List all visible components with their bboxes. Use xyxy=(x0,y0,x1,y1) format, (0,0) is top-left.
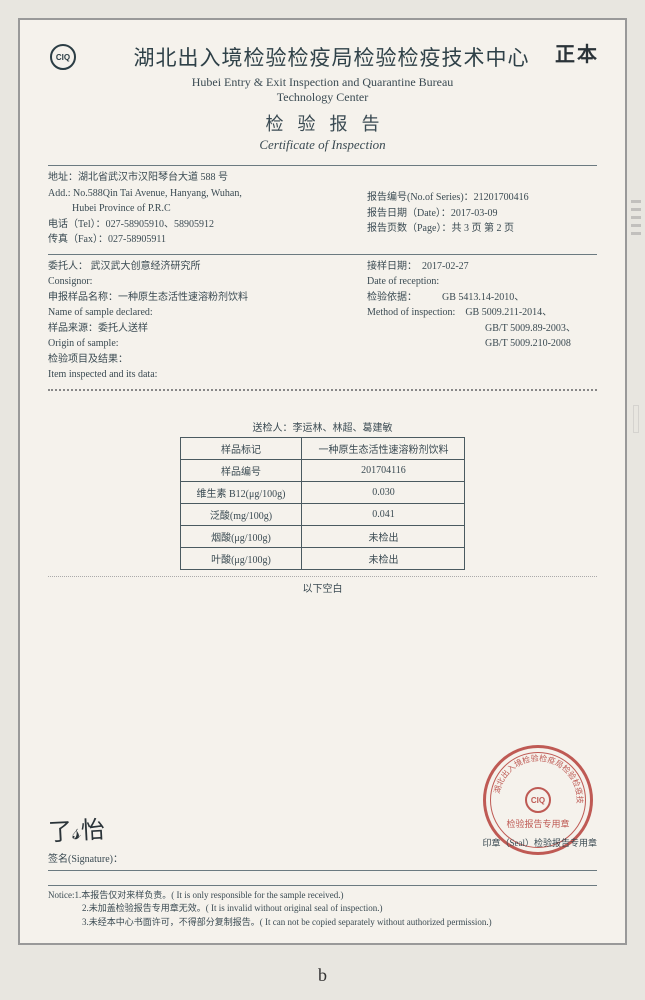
original-stamp: 正本 xyxy=(555,38,599,67)
sample-info-right: 接样日期： 2017-02-27 Date of reception: 检验依据… xyxy=(367,259,597,383)
items-en: Item inspected and its data: xyxy=(48,367,367,383)
origin-en: Origin of sample: xyxy=(48,336,367,352)
table-row: 泛酸(mg/100g)0.041 xyxy=(180,503,465,525)
submitter: 送检人：李运林、林超、葛建敏 xyxy=(48,419,597,434)
series-row: 报告编号(No.of Series)：21201700416 xyxy=(367,190,597,206)
method-row: 检验依据： GB 5413.14-2010、 xyxy=(367,290,597,306)
page-row: 报告页数（Page）：共 3 页 第 2 页 xyxy=(367,221,597,237)
certificate-page: CIQ 正本 湖北出入境检验检疫局检验检疫技术中心 Hubei Entry & … xyxy=(18,18,627,945)
org-title-en2: Technology Center xyxy=(48,90,597,105)
signature-label: 签名(Signature)： xyxy=(48,854,123,865)
table-row: 样品标记一种原生态活性速溶粉剂饮料 xyxy=(180,437,465,459)
results-area: 送检人：李运林、林超、葛建敏 样品标记一种原生态活性速溶粉剂饮料 样品编号201… xyxy=(48,419,597,595)
table-row: 叶酸(μg/100g)未检出 xyxy=(180,547,465,569)
cell-value: 未检出 xyxy=(302,547,465,569)
sample-decl-cn: 申报样品名称：一种原生态活性速溶粉剂饮料 xyxy=(48,290,367,306)
handwritten-signature: 了𝓈怡 xyxy=(47,810,106,848)
seal-ciq: CIQ xyxy=(525,787,551,813)
cell-value: 一种原生态活性速溶粉剂饮料 xyxy=(302,437,465,459)
seal-label-text: 印章（Seal）检验报告专用章 xyxy=(483,836,598,849)
cell-value: 0.041 xyxy=(302,503,465,525)
org-title-cn: 湖北出入境检验检疫局检验检疫技术中心 xyxy=(66,42,597,72)
address-block: 地址：湖北省武汉市汉阳琴台大道 588 号 Add.: No.588Qin Ta… xyxy=(48,165,597,255)
address-right: 报告编号(No.of Series)：21201700416 报告日期（Date… xyxy=(367,170,597,248)
scan-artifact-icon xyxy=(633,405,639,433)
cell-label: 样品标记 xyxy=(180,437,302,459)
figure-label: b xyxy=(0,965,645,986)
results-table: 样品标记一种原生态活性速溶粉剂饮料 样品编号201704116 维生素 B12(… xyxy=(180,437,466,570)
recv-date-en: Date of reception: xyxy=(367,274,597,290)
addr-cn: 地址：湖北省武汉市汉阳琴台大道 588 号 xyxy=(48,170,367,186)
fax: 传真（Fax）：027-58905911 xyxy=(48,232,367,248)
table-row: 维生素 B12(μg/100g)0.030 xyxy=(180,481,465,503)
cell-label: 烟酸(μg/100g) xyxy=(180,525,302,547)
address-left: 地址：湖北省武汉市汉阳琴台大道 588 号 Add.: No.588Qin Ta… xyxy=(48,170,367,248)
sample-decl-en: Name of sample declared: xyxy=(48,305,367,321)
cell-value: 0.030 xyxy=(302,481,465,503)
consignor-en: Consignor: xyxy=(48,274,367,290)
addr-en2: Hubei Province of P.R.C xyxy=(48,201,367,217)
items-cn: 检验项目及结果： xyxy=(48,352,367,368)
doc-title-cn: 检验报告 xyxy=(62,110,597,136)
scan-artifact-icon xyxy=(631,200,641,240)
cell-value: 201704116 xyxy=(302,459,465,481)
signature-divider xyxy=(48,870,597,871)
date-row: 报告日期（Date）：2017-03-09 xyxy=(367,206,597,222)
notice-line-2: 2.未加盖检验报告专用章无效。( It is invalid without o… xyxy=(48,902,597,916)
table-row: 样品编号201704116 xyxy=(180,459,465,481)
addr-en1: Add.: No.588Qin Tai Avenue, Hanyang, Wuh… xyxy=(48,186,367,202)
notice-line-3: 3.未经本中心书面许可，不得部分复制报告。( It can not be cop… xyxy=(48,916,597,930)
sample-info-block: 委托人： 武汉武大创意经济研究所 Consignor: 申报样品名称：一种原生态… xyxy=(48,255,597,391)
sample-info-left: 委托人： 武汉武大创意经济研究所 Consignor: 申报样品名称：一种原生态… xyxy=(48,259,367,383)
table-row: 烟酸(μg/100g)未检出 xyxy=(180,525,465,547)
notice-block: Notice:1.本报告仅对来样负责。( It is only responsi… xyxy=(48,885,597,930)
method-en-row: Method of inspection: GB 5009.211-2014、 xyxy=(367,305,597,321)
cell-label: 叶酸(μg/100g) xyxy=(180,547,302,569)
consignor-cn: 委托人： 武汉武大创意经济研究所 xyxy=(48,259,367,275)
doc-title-en: Certificate of Inspection xyxy=(48,137,597,153)
header: CIQ 正本 湖北出入境检验检疫局检验检疫技术中心 Hubei Entry & … xyxy=(48,42,597,153)
method4: GB/T 5009.210-2008 xyxy=(367,336,597,352)
tel: 电话（Tel）：027-58905910、58905912 xyxy=(48,217,367,233)
notice-line-1: Notice:1.本报告仅对来样负责。( It is only responsi… xyxy=(48,889,597,903)
cell-label: 泛酸(mg/100g) xyxy=(180,503,302,525)
method3: GB/T 5009.89-2003、 xyxy=(367,321,597,337)
origin-cn: 样品来源：委托人送样 xyxy=(48,321,367,337)
blank-below-text: 以下空白 xyxy=(48,576,597,595)
org-title-en1: Hubei Entry & Exit Inspection and Quaran… xyxy=(48,75,597,90)
cell-value: 未检出 xyxy=(302,525,465,547)
ciq-logo-icon: CIQ xyxy=(50,44,76,70)
recv-date-row: 接样日期： 2017-02-27 xyxy=(367,259,597,275)
cell-label: 样品编号 xyxy=(180,459,302,481)
cell-label: 维生素 B12(μg/100g) xyxy=(180,481,302,503)
